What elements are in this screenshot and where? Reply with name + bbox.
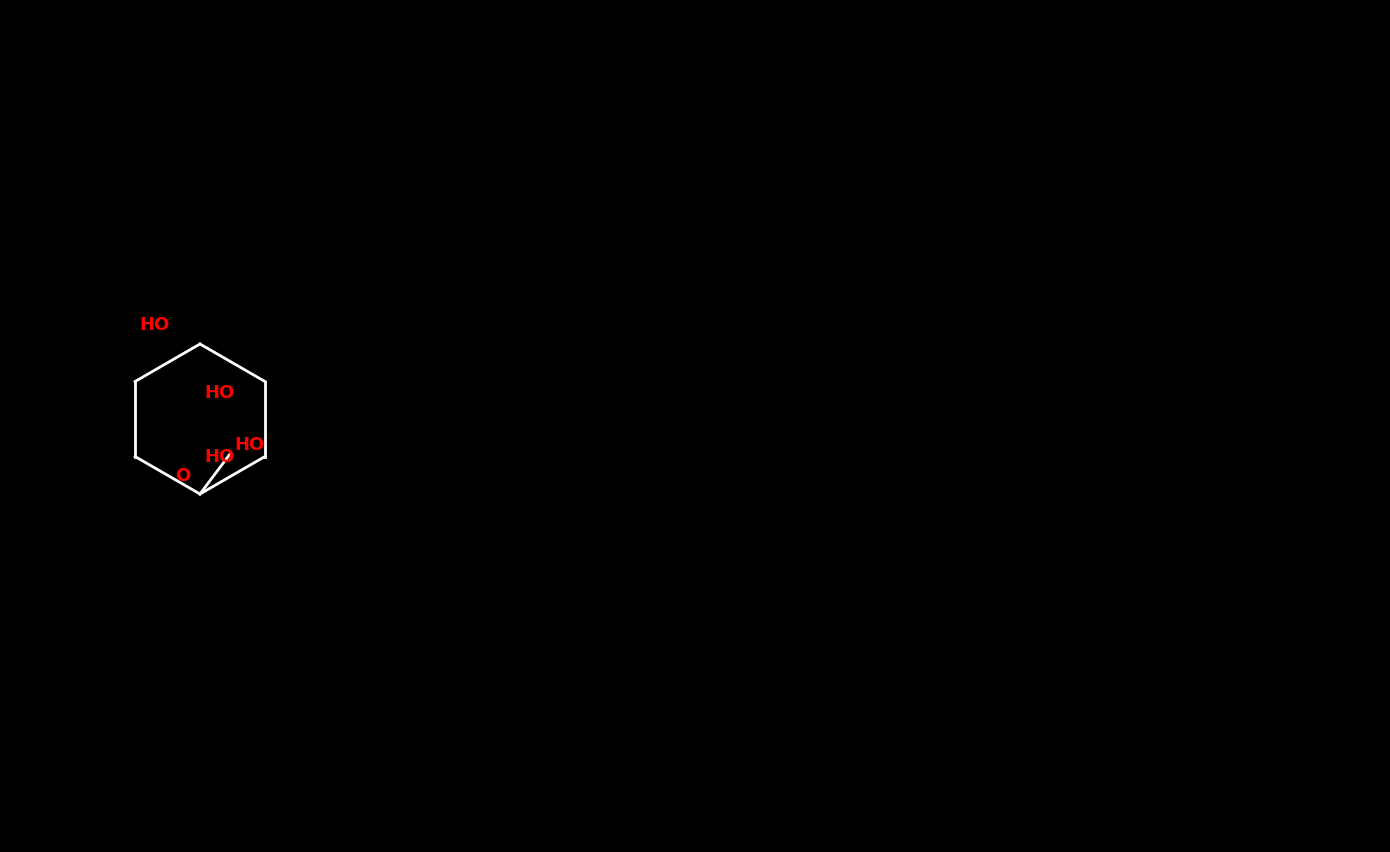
Text: HO: HO bbox=[204, 383, 235, 401]
Text: HO: HO bbox=[140, 315, 170, 334]
Text: HO: HO bbox=[204, 448, 235, 466]
Text: O: O bbox=[175, 467, 190, 485]
Text: HO: HO bbox=[235, 435, 265, 453]
